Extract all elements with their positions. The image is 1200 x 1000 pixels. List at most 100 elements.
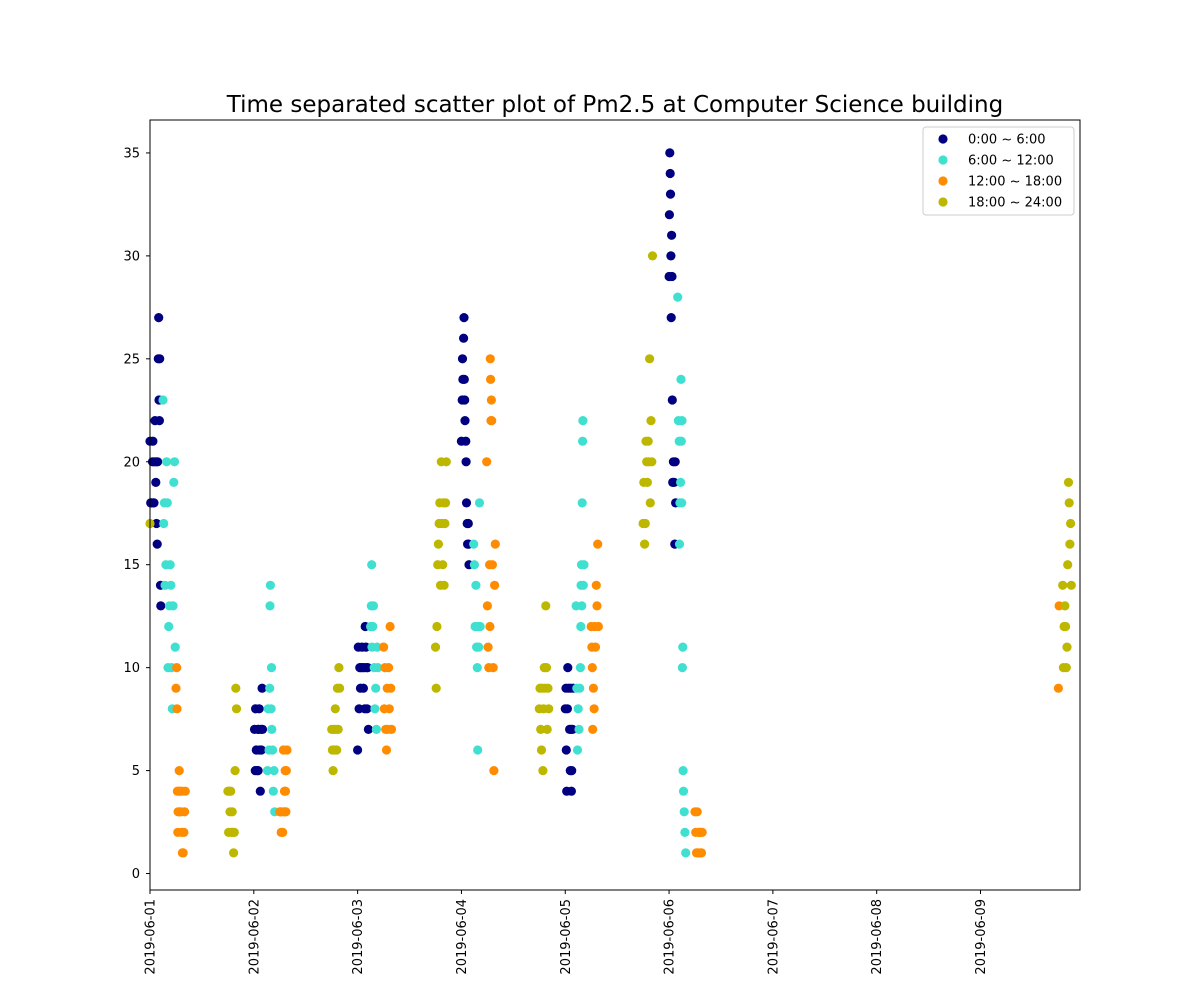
data-point	[474, 498, 485, 508]
data-point	[588, 683, 599, 693]
data-point	[431, 683, 441, 693]
data-point	[164, 621, 174, 632]
data-point	[696, 848, 707, 858]
x-tick-label: 2019-06-05	[559, 899, 574, 975]
series-1-points	[145, 148, 681, 796]
data-point	[373, 663, 383, 673]
data-point	[647, 457, 657, 467]
data-point	[1066, 580, 1076, 590]
data-point	[231, 704, 242, 714]
data-point	[335, 683, 345, 693]
data-point	[573, 704, 583, 714]
data-point	[664, 210, 675, 220]
data-point	[372, 642, 382, 652]
data-point	[485, 621, 495, 632]
data-point	[645, 354, 655, 364]
data-point	[676, 477, 686, 487]
data-point	[578, 416, 588, 426]
data-point	[461, 457, 471, 467]
data-point	[575, 663, 586, 673]
x-tick-label: 2019-06-08	[870, 899, 885, 975]
data-point	[169, 477, 179, 487]
plot-area	[149, 119, 1081, 891]
data-point	[174, 766, 184, 776]
data-point	[171, 683, 181, 693]
data-point	[471, 580, 481, 590]
data-point	[438, 560, 448, 570]
data-point	[381, 745, 392, 755]
data-point	[439, 580, 449, 590]
data-point	[162, 457, 172, 467]
y-tick-label: 35	[123, 146, 140, 161]
data-point	[281, 807, 291, 817]
data-point	[330, 704, 340, 714]
x-tick-label: 2019-06-01	[144, 899, 159, 975]
data-point	[384, 663, 394, 673]
data-point	[172, 704, 182, 714]
data-point	[647, 251, 658, 261]
data-point	[487, 416, 497, 426]
data-point	[538, 766, 548, 776]
chart-title: Time separated scatter plot of Pm2.5 at …	[226, 92, 1003, 118]
data-point	[363, 663, 373, 673]
x-tick-label: 2019-06-02	[247, 899, 262, 975]
legend-marker	[938, 176, 948, 186]
data-point	[680, 827, 690, 838]
data-point	[677, 663, 688, 673]
x-tick-label: 2019-06-03	[351, 899, 366, 975]
data-point	[180, 807, 190, 817]
data-point	[488, 663, 498, 673]
data-point	[254, 704, 264, 714]
data-point	[371, 724, 381, 735]
data-point	[268, 745, 278, 755]
data-point	[172, 663, 182, 673]
data-point	[430, 642, 441, 652]
x-axis: 2019-06-01 2019-06-02 2019-06-03 2019-06-04…	[144, 890, 989, 975]
data-point	[162, 498, 172, 508]
data-point	[469, 560, 479, 570]
data-point	[475, 621, 485, 632]
data-point	[281, 766, 291, 776]
data-point	[1066, 518, 1076, 529]
data-point	[459, 313, 469, 323]
data-point	[487, 560, 497, 570]
data-point	[543, 683, 553, 693]
series-4-points	[145, 251, 1076, 858]
legend-marker	[938, 155, 948, 165]
data-point	[678, 766, 688, 776]
data-point	[170, 642, 180, 652]
series-3-points	[171, 354, 1064, 858]
data-point	[371, 683, 381, 693]
data-point	[266, 704, 276, 714]
data-point	[578, 580, 588, 590]
data-point	[473, 745, 483, 755]
data-point	[567, 766, 577, 776]
data-point	[485, 354, 495, 364]
data-point	[1062, 642, 1072, 652]
data-point	[677, 498, 687, 508]
data-point	[577, 601, 587, 611]
y-tick-label: 15	[123, 558, 140, 573]
data-point	[159, 518, 169, 529]
data-point	[579, 560, 589, 570]
data-point	[490, 539, 500, 549]
legend-box	[922, 126, 1075, 216]
y-tick-label: 0	[132, 867, 140, 882]
data-point	[640, 539, 650, 549]
data-point	[486, 395, 496, 405]
data-point	[536, 724, 546, 735]
data-point	[151, 477, 161, 487]
data-point	[253, 766, 263, 776]
data-point	[1060, 601, 1070, 611]
data-point	[677, 416, 687, 426]
data-point	[673, 292, 683, 302]
data-point	[156, 601, 166, 611]
data-point	[168, 601, 178, 611]
data-point	[666, 251, 676, 261]
data-point	[440, 518, 450, 529]
data-point	[567, 724, 578, 735]
data-point	[149, 498, 159, 508]
data-point	[255, 786, 265, 796]
data-point	[257, 683, 267, 693]
data-point	[536, 745, 547, 755]
